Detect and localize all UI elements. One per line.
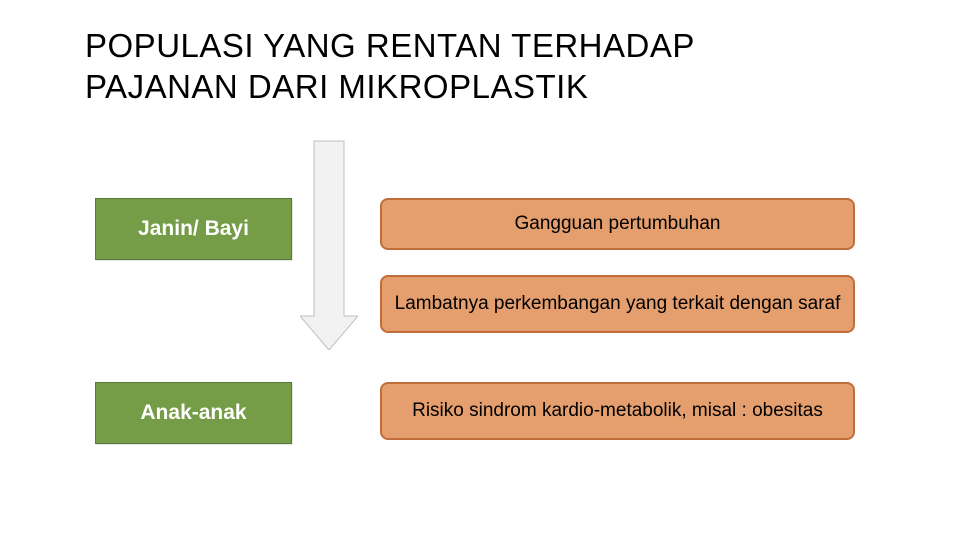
effect-box-1: Gangguan pertumbuhan [380,198,855,250]
title-line-1: POPULASI YANG RENTAN TERHADAP [85,27,695,64]
down-arrow-icon [300,135,358,350]
effect-label: Gangguan pertumbuhan [515,212,721,236]
down-arrow [300,135,358,350]
effect-box-3: Risiko sindrom kardio-metabolik, misal :… [380,382,855,440]
effect-label: Lambatnya perkembangan yang terkait deng… [395,292,841,316]
category-box-anak-anak: Anak-anak [95,382,292,444]
effect-label: Risiko sindrom kardio-metabolik, misal :… [412,399,823,423]
title-line-2: PAJANAN DARI MIKROPLASTIK [85,68,588,105]
category-label: Janin/ Bayi [138,217,249,241]
category-label: Anak-anak [140,401,246,425]
slide-title: POPULASI YANG RENTAN TERHADAP PAJANAN DA… [85,25,695,108]
arrow-shape [300,141,358,350]
effect-box-2: Lambatnya perkembangan yang terkait deng… [380,275,855,333]
category-box-janin-bayi: Janin/ Bayi [95,198,292,260]
